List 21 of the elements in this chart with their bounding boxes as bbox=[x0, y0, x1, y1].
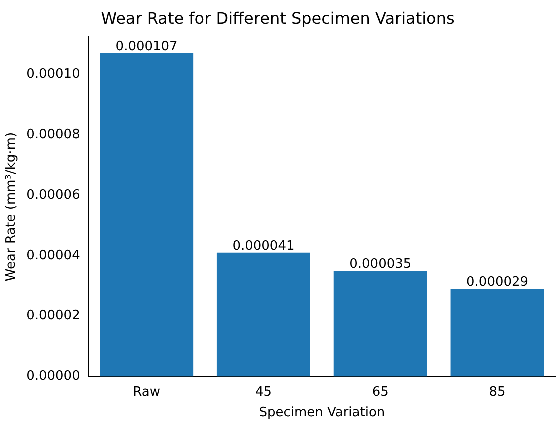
x-axis-title: Specimen Variation bbox=[259, 406, 386, 421]
data-label: 0.000029 bbox=[466, 275, 529, 290]
y-tick-label: 0.00008 bbox=[26, 127, 80, 142]
x-tick-label: Raw bbox=[133, 384, 161, 400]
x-tick-label: 45 bbox=[255, 384, 272, 400]
x-tick-label: 65 bbox=[372, 384, 389, 400]
chart-title: Wear Rate for Different Specimen Variations bbox=[101, 8, 455, 28]
y-tick-label: 0.00004 bbox=[26, 248, 80, 264]
y-tick-label: 0.00002 bbox=[26, 308, 80, 324]
bar bbox=[334, 271, 428, 377]
data-label: 0.000035 bbox=[350, 256, 412, 272]
y-tick-label: 0.00000 bbox=[26, 369, 80, 384]
x-tick-label: 85 bbox=[489, 384, 506, 400]
y-tick-label: 0.00006 bbox=[26, 188, 80, 203]
data-label: 0.000041 bbox=[232, 238, 295, 254]
y-axis-title: Wear Rate (mm³/kg·m) bbox=[4, 132, 20, 282]
y-tick-label: 0.00010 bbox=[26, 67, 80, 82]
bar bbox=[450, 289, 544, 377]
bar bbox=[216, 252, 310, 377]
data-label: 0.000107 bbox=[116, 39, 178, 54]
bar bbox=[100, 54, 194, 377]
